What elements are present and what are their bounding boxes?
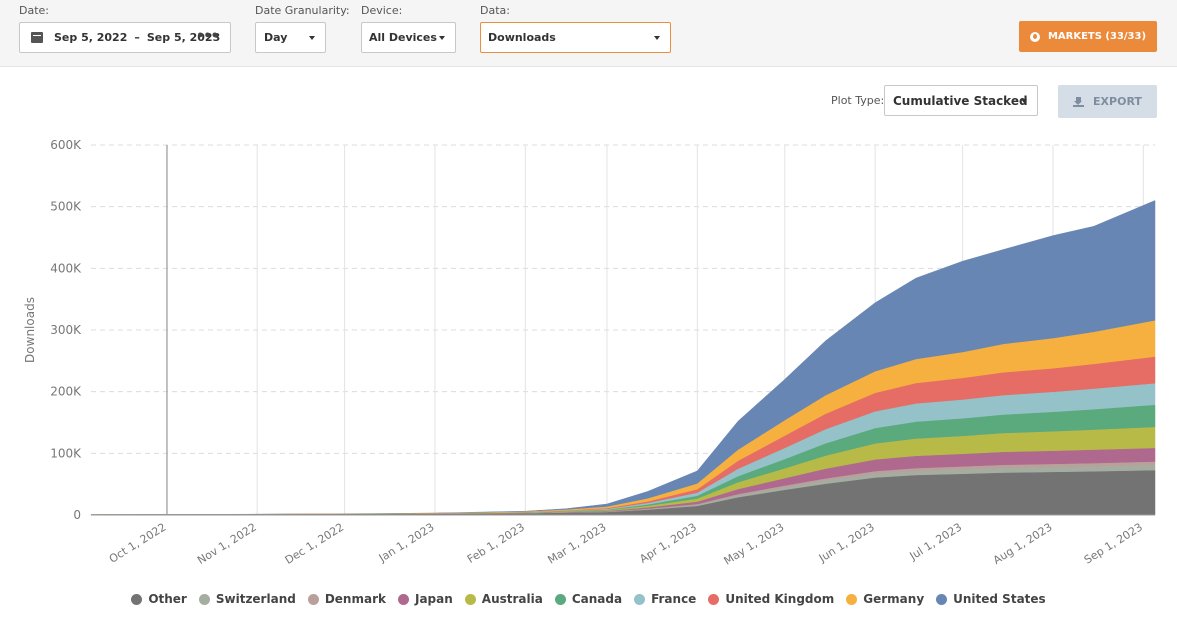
export-button-label: EXPORT: [1093, 95, 1142, 108]
x-tick-label: Oct 1, 2022: [107, 521, 169, 566]
device-select[interactable]: All Devices: [361, 22, 456, 53]
x-tick-label: Sep 1, 2023: [1082, 521, 1145, 567]
plot-type-value: Cumulative Stacked: [893, 93, 1028, 108]
legend-dot: [708, 593, 720, 605]
legend-dot: [307, 593, 319, 605]
plot-type-select[interactable]: Cumulative Stacked: [884, 85, 1038, 116]
legend-dot: [936, 593, 948, 605]
legend-item-germany[interactable]: Germany: [846, 592, 924, 606]
date-start: Sep 5, 2022: [54, 31, 128, 44]
legend-label: Germany: [863, 592, 925, 606]
date-range-picker[interactable]: Sep 5, 2022 – Sep 5, 2023 •••: [19, 22, 231, 53]
plot-type-label: Plot Type:: [831, 94, 885, 107]
legend-label: Australia: [481, 592, 543, 606]
filter-bar: Date: Sep 5, 2022 – Sep 5, 2023 ••• Date…: [0, 0, 1177, 67]
y-tick-label: 100K: [50, 446, 82, 460]
chevron-down-icon: [439, 36, 445, 40]
date-label: Date:: [19, 4, 49, 17]
x-tick-label: Jun 1, 2023: [816, 521, 877, 566]
y-tick-label: 500K: [50, 200, 82, 214]
legend-label: Denmark: [324, 592, 386, 606]
calendar-icon: [31, 32, 43, 43]
legend-label: Japan: [414, 592, 453, 606]
x-tick-label: Nov 1, 2022: [195, 521, 259, 568]
export-button[interactable]: EXPORT: [1058, 85, 1157, 118]
date-separator: –: [134, 31, 140, 44]
markets-button[interactable]: MARKETS (33/33): [1019, 21, 1157, 52]
globe-icon: [1029, 31, 1040, 42]
chevron-down-icon: [654, 36, 660, 40]
x-tick-label: Apr 1, 2023: [637, 521, 699, 566]
x-tick-label: Dec 1, 2022: [283, 521, 347, 567]
legend-item-other[interactable]: Other: [131, 592, 187, 606]
chevron-down-icon: [1021, 99, 1027, 103]
legend-label: United Kingdom: [725, 592, 835, 606]
y-tick-label: 200K: [50, 385, 82, 399]
legend-dot: [131, 593, 143, 605]
granularity-label: Date Granularity:: [255, 4, 350, 17]
legend-item-switzerland[interactable]: Switzerland: [198, 592, 296, 606]
legend-dot: [634, 593, 646, 605]
y-tick-label: 300K: [50, 323, 82, 337]
x-tick-label: Jan 1, 2023: [376, 521, 437, 566]
date-end: Sep 5, 2023: [146, 31, 221, 44]
x-tick-label: May 1, 2023: [722, 521, 787, 568]
x-tick-label: Aug 1, 2023: [991, 521, 1055, 568]
legend-dot: [554, 593, 566, 605]
x-tick-label: Feb 1, 2023: [465, 521, 527, 566]
download-icon: [1073, 96, 1085, 107]
x-tick-label: Mar 1, 2023: [545, 521, 608, 567]
legend-item-united-states[interactable]: United States: [936, 592, 1046, 606]
legend-dot: [846, 593, 858, 605]
legend-item-denmark[interactable]: Denmark: [307, 592, 386, 606]
legend-dot: [397, 593, 409, 605]
legend-label: Other: [148, 592, 187, 606]
legend-dot: [198, 593, 210, 605]
more-icon[interactable]: •••: [196, 29, 219, 44]
y-tick-label: 0: [73, 508, 81, 522]
legend-item-united-kingdom[interactable]: United Kingdom: [708, 592, 834, 606]
device-label: Device:: [361, 4, 403, 17]
markets-button-label: MARKETS (33/33): [1047, 31, 1147, 42]
device-value: All Devices: [369, 31, 437, 44]
chevron-down-icon: [309, 36, 315, 40]
legend-label: Canada: [571, 592, 623, 606]
y-tick-label: 600K: [50, 138, 82, 152]
legend-item-france[interactable]: France: [634, 592, 696, 606]
x-tick-label: Jul 1, 2023: [907, 521, 965, 564]
legend-item-japan[interactable]: Japan: [397, 592, 453, 606]
legend-dot: [464, 593, 476, 605]
data-value: Downloads: [488, 31, 556, 44]
legend-label: France: [651, 592, 697, 606]
legend-label: United States: [953, 592, 1046, 606]
legend-item-canada[interactable]: Canada: [554, 592, 623, 606]
data-label: Data:: [480, 4, 510, 17]
granularity-value: Day: [264, 31, 288, 44]
chart-legend: Other Switzerland Denmark Japan Australia Can…: [0, 592, 1177, 606]
granularity-select[interactable]: Day: [255, 22, 326, 53]
downloads-chart: 0 100K 200K 300K 400K 500K 600K Oct 1, 2022 Nov …: [23, 138, 1156, 568]
y-axis-label: Downloads: [23, 297, 37, 363]
y-tick-label: 400K: [50, 261, 82, 275]
legend-item-australia[interactable]: Australia: [464, 592, 543, 606]
data-select[interactable]: Downloads: [480, 22, 671, 53]
legend-label: Switzerland: [215, 592, 296, 606]
